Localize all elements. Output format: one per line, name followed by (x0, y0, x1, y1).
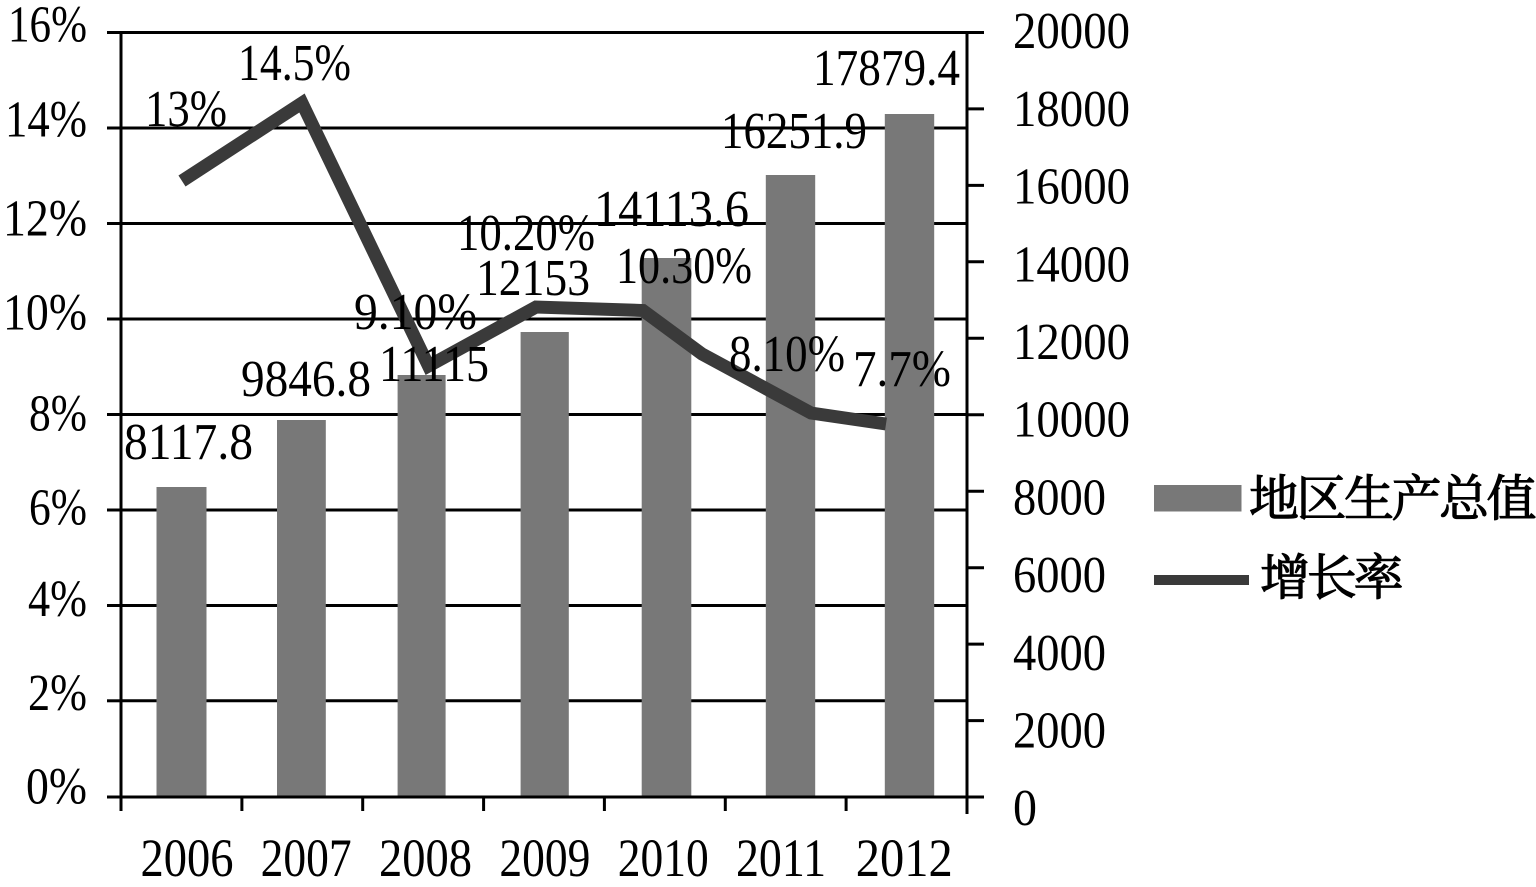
svg-text:16000: 16000 (1013, 159, 1130, 216)
svg-text:11115: 11115 (379, 336, 489, 393)
svg-text:8000: 8000 (1013, 469, 1106, 526)
svg-text:16251.9: 16251.9 (721, 103, 867, 160)
svg-text:0%: 0% (26, 759, 87, 816)
svg-text:2%: 2% (28, 665, 87, 722)
svg-text:2009: 2009 (499, 828, 590, 887)
svg-text:2012: 2012 (856, 828, 953, 887)
svg-text:4000: 4000 (1013, 625, 1106, 682)
svg-text:2000: 2000 (1013, 703, 1106, 760)
svg-text:10%: 10% (3, 285, 87, 342)
svg-text:2008: 2008 (379, 828, 472, 887)
svg-text:6%: 6% (29, 480, 87, 537)
svg-text:18000: 18000 (1013, 81, 1130, 138)
svg-text:2011: 2011 (736, 828, 826, 887)
svg-text:7.7%: 7.7% (853, 341, 951, 398)
svg-text:2010: 2010 (618, 828, 709, 887)
svg-text:2007: 2007 (261, 828, 352, 887)
svg-text:12%: 12% (3, 190, 87, 247)
svg-text:8117.8: 8117.8 (124, 414, 253, 471)
svg-text:12000: 12000 (1013, 314, 1130, 371)
svg-text:8.10%: 8.10% (729, 326, 845, 383)
svg-text:4%: 4% (28, 571, 87, 628)
svg-text:9.10%: 9.10% (354, 284, 477, 341)
svg-text:14113.6: 14113.6 (594, 181, 749, 238)
svg-text:6000: 6000 (1013, 547, 1106, 604)
svg-text:0: 0 (1013, 780, 1037, 837)
svg-text:14.5%: 14.5% (238, 35, 351, 92)
svg-text:9846.8: 9846.8 (241, 351, 371, 408)
svg-text:17879.4: 17879.4 (813, 40, 960, 97)
svg-text:10.30%: 10.30% (616, 238, 752, 295)
svg-text:13%: 13% (145, 81, 227, 138)
svg-text:2006: 2006 (141, 828, 234, 887)
svg-text:10000: 10000 (1013, 392, 1130, 449)
svg-text:14%: 14% (5, 92, 87, 149)
svg-text:8%: 8% (29, 386, 87, 443)
svg-text:10.20%: 10.20% (457, 205, 595, 262)
svg-text:20000: 20000 (1013, 3, 1130, 60)
svg-text:12153: 12153 (476, 250, 590, 307)
svg-text:16%: 16% (8, 0, 87, 54)
svg-text:14000: 14000 (1013, 236, 1130, 293)
